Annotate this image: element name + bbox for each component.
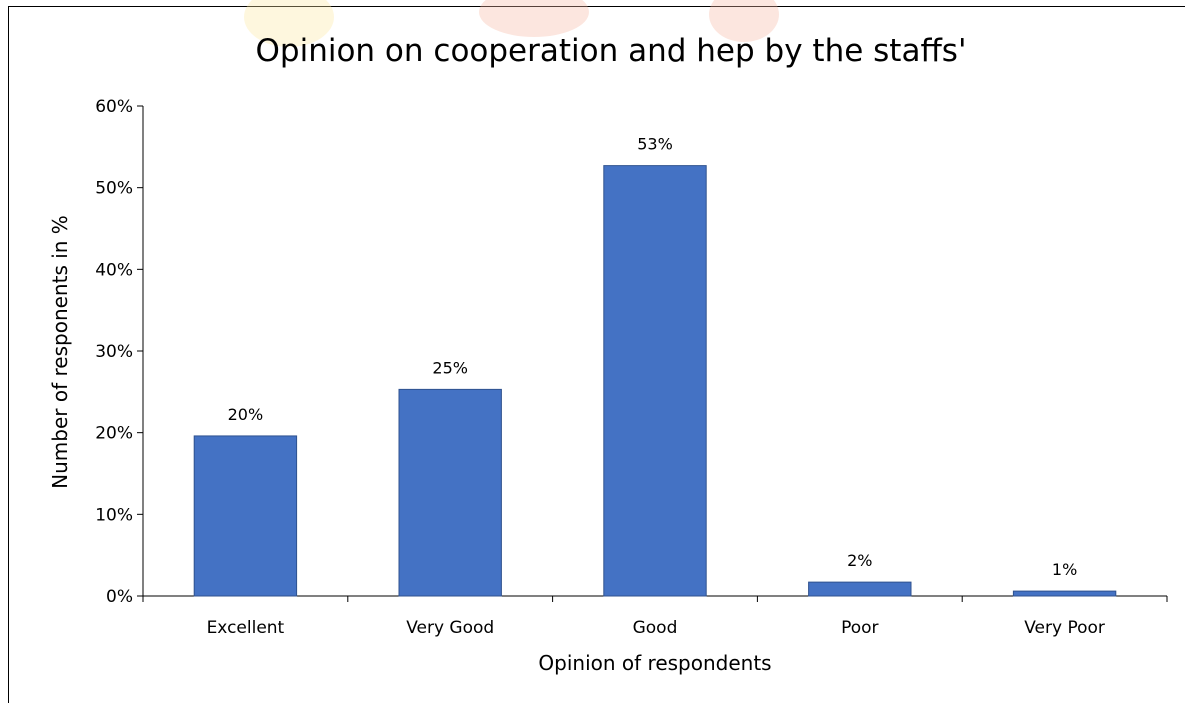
x-category-label: Very Poor	[1024, 618, 1105, 638]
bar	[808, 581, 912, 597]
y-tick-label: 10%	[95, 505, 133, 525]
y-tick-label: 30%	[95, 342, 133, 362]
x-category-label: Good	[633, 618, 678, 638]
bar	[603, 165, 707, 597]
y-tick-label: 60%	[95, 97, 133, 117]
bar	[398, 388, 502, 597]
bar-data-label: 2%	[847, 551, 872, 570]
bar-data-label: 1%	[1052, 560, 1077, 579]
bar-data-label: 25%	[432, 358, 468, 377]
chart-title: Opinion on cooperation and hep by the st…	[256, 33, 967, 69]
y-tick-label: 50%	[95, 179, 133, 199]
chart-container	[8, 0, 1185, 703]
bars	[193, 165, 1117, 597]
y-axis: 0% 10% 20% 30% 40% 50% 60%	[95, 97, 144, 607]
x-category-label: Very Good	[406, 618, 494, 638]
x-axis: Excellent Very Good Good Poor Very Poor	[142, 595, 1168, 638]
x-category-label: Poor	[841, 618, 878, 638]
x-axis-title: Opinion of respondents	[538, 651, 771, 675]
y-axis-title: Number of responents in %	[48, 215, 72, 489]
y-tick-label: 40%	[95, 260, 133, 280]
y-tick-label: 0%	[106, 587, 133, 607]
bar-data-label: 20%	[228, 405, 264, 424]
y-tick-label: 20%	[95, 424, 133, 444]
data-labels: 20% 25% 53% 2% 1%	[228, 135, 1078, 579]
watermark-shape-right	[709, 0, 779, 42]
x-category-label: Excellent	[207, 618, 285, 638]
watermark-shape-left	[244, 0, 334, 47]
bar	[193, 435, 298, 597]
bar-data-label: 53%	[637, 135, 673, 154]
bar	[1012, 590, 1117, 597]
